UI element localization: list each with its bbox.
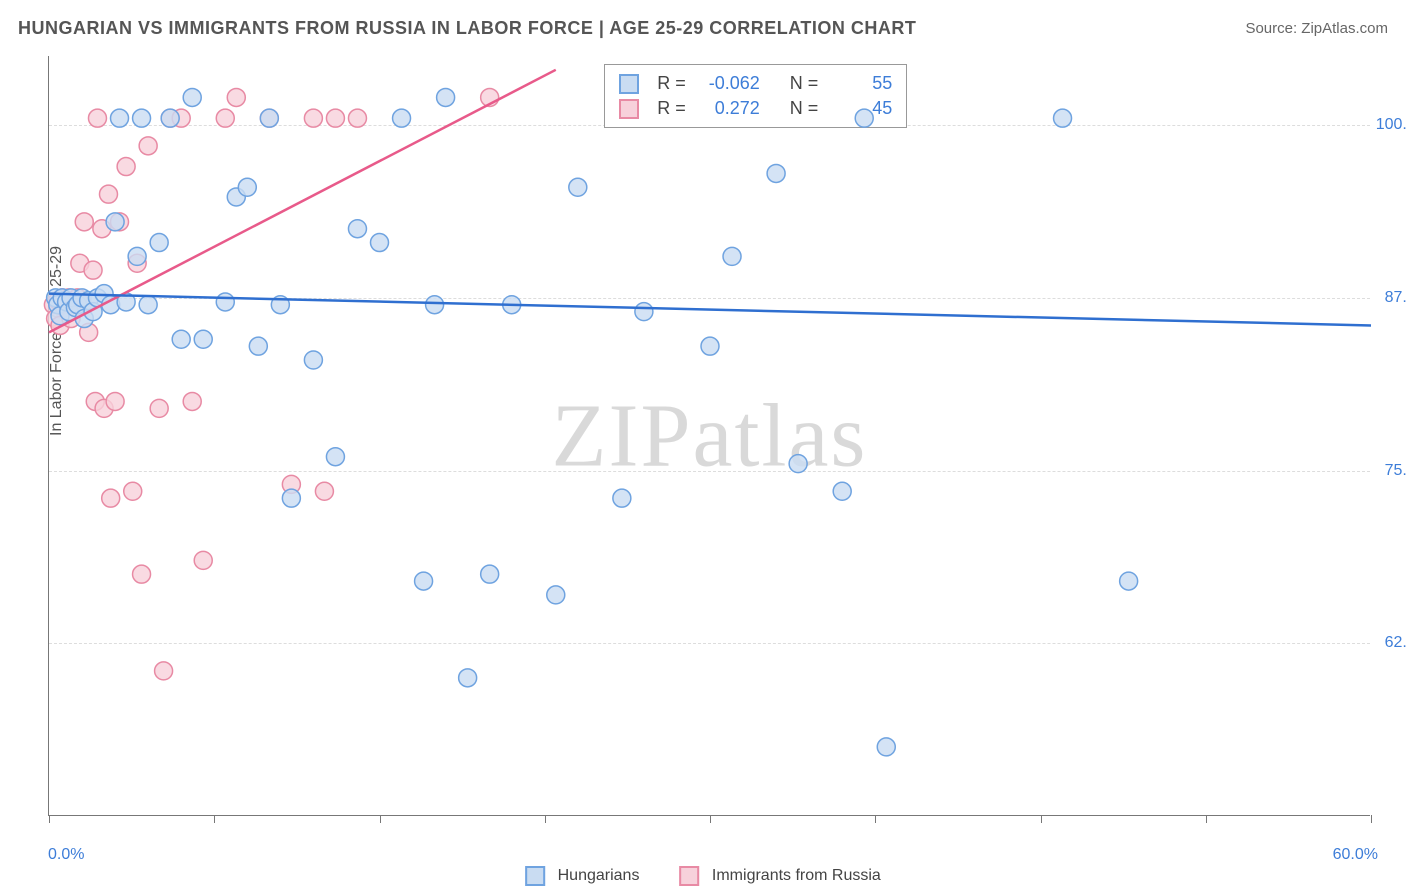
y-tick-label: 87.5%: [1385, 289, 1406, 307]
scatter-point-hungarians: [701, 337, 719, 355]
scatter-point-hungarians: [789, 455, 807, 473]
scatter-point-russia: [102, 489, 120, 507]
scatter-point-hungarians: [133, 109, 151, 127]
y-tick-label: 62.5%: [1385, 634, 1406, 652]
scatter-point-hungarians: [613, 489, 631, 507]
legend-item-russia: Immigrants from Russia: [679, 866, 880, 886]
scatter-point-russia: [75, 213, 93, 231]
trendline-hungarians: [49, 294, 1371, 326]
scatter-point-hungarians: [1054, 109, 1072, 127]
scatter-point-russia: [315, 482, 333, 500]
scatter-point-russia: [133, 565, 151, 583]
scatter-point-hungarians: [1120, 572, 1138, 590]
scatter-point-hungarians: [459, 669, 477, 687]
swatch-hungarians: [525, 866, 545, 886]
trendline-russia: [49, 70, 556, 333]
scatter-point-hungarians: [547, 586, 565, 604]
y-tick-label: 75.0%: [1385, 462, 1406, 480]
legend-label-russia: Immigrants from Russia: [712, 867, 881, 884]
scatter-point-hungarians: [106, 213, 124, 231]
scatter-point-russia: [88, 109, 106, 127]
scatter-point-hungarians: [437, 88, 455, 106]
scatter-point-russia: [227, 88, 245, 106]
scatter-point-russia: [99, 185, 117, 203]
scatter-point-hungarians: [635, 303, 653, 321]
x-tick: [545, 815, 546, 823]
scatter-point-russia: [194, 551, 212, 569]
x-tick: [214, 815, 215, 823]
scatter-point-hungarians: [877, 738, 895, 756]
legend-item-hungarians: Hungarians: [525, 866, 639, 886]
scatter-point-hungarians: [161, 109, 179, 127]
scatter-point-hungarians: [767, 164, 785, 182]
chart-title: HUNGARIAN VS IMMIGRANTS FROM RUSSIA IN L…: [18, 18, 916, 39]
scatter-point-hungarians: [569, 178, 587, 196]
x-axis-min-label: 0.0%: [48, 846, 84, 864]
scatter-point-russia: [106, 392, 124, 410]
scatter-point-russia: [326, 109, 344, 127]
swatch-russia: [679, 866, 699, 886]
x-tick: [1371, 815, 1372, 823]
x-tick: [875, 815, 876, 823]
x-tick: [710, 815, 711, 823]
scatter-point-hungarians: [111, 109, 129, 127]
scatter-point-russia: [117, 158, 135, 176]
plot-area: ZIPatlas In Labor Force | Age 25-29 62.5…: [48, 56, 1370, 816]
y-tick-label: 100.0%: [1376, 116, 1406, 134]
scatter-point-russia: [139, 137, 157, 155]
scatter-svg: [49, 56, 1370, 815]
scatter-point-hungarians: [183, 88, 201, 106]
scatter-point-russia: [124, 482, 142, 500]
scatter-point-hungarians: [371, 234, 389, 252]
scatter-point-hungarians: [426, 296, 444, 314]
scatter-point-russia: [304, 109, 322, 127]
chart-container: HUNGARIAN VS IMMIGRANTS FROM RUSSIA IN L…: [0, 0, 1406, 892]
scatter-point-hungarians: [282, 489, 300, 507]
scatter-point-hungarians: [326, 448, 344, 466]
scatter-point-hungarians: [393, 109, 411, 127]
scatter-point-hungarians: [855, 109, 873, 127]
legend-label-hungarians: Hungarians: [558, 867, 640, 884]
x-tick: [1041, 815, 1042, 823]
scatter-point-hungarians: [833, 482, 851, 500]
scatter-point-hungarians: [216, 293, 234, 311]
scatter-point-hungarians: [128, 247, 146, 265]
scatter-point-hungarians: [481, 565, 499, 583]
scatter-point-hungarians: [172, 330, 190, 348]
scatter-point-hungarians: [150, 234, 168, 252]
scatter-point-hungarians: [238, 178, 256, 196]
scatter-point-hungarians: [194, 330, 212, 348]
scatter-point-hungarians: [348, 220, 366, 238]
source-attribution: Source: ZipAtlas.com: [1245, 20, 1388, 37]
scatter-point-russia: [84, 261, 102, 279]
scatter-point-russia: [150, 399, 168, 417]
x-tick: [380, 815, 381, 823]
scatter-point-russia: [348, 109, 366, 127]
scatter-point-russia: [155, 662, 173, 680]
scatter-point-hungarians: [415, 572, 433, 590]
scatter-point-hungarians: [304, 351, 322, 369]
scatter-point-hungarians: [249, 337, 267, 355]
scatter-point-hungarians: [139, 296, 157, 314]
x-tick: [1206, 815, 1207, 823]
series-legend: Hungarians Immigrants from Russia: [525, 866, 881, 886]
scatter-point-russia: [183, 392, 201, 410]
scatter-point-hungarians: [260, 109, 278, 127]
x-axis-max-label: 60.0%: [1333, 846, 1378, 864]
x-tick: [49, 815, 50, 823]
scatter-point-russia: [216, 109, 234, 127]
scatter-point-hungarians: [723, 247, 741, 265]
